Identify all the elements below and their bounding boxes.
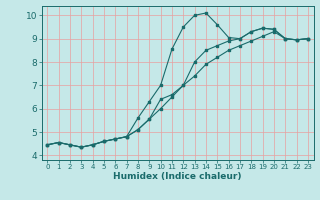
X-axis label: Humidex (Indice chaleur): Humidex (Indice chaleur) (113, 172, 242, 181)
